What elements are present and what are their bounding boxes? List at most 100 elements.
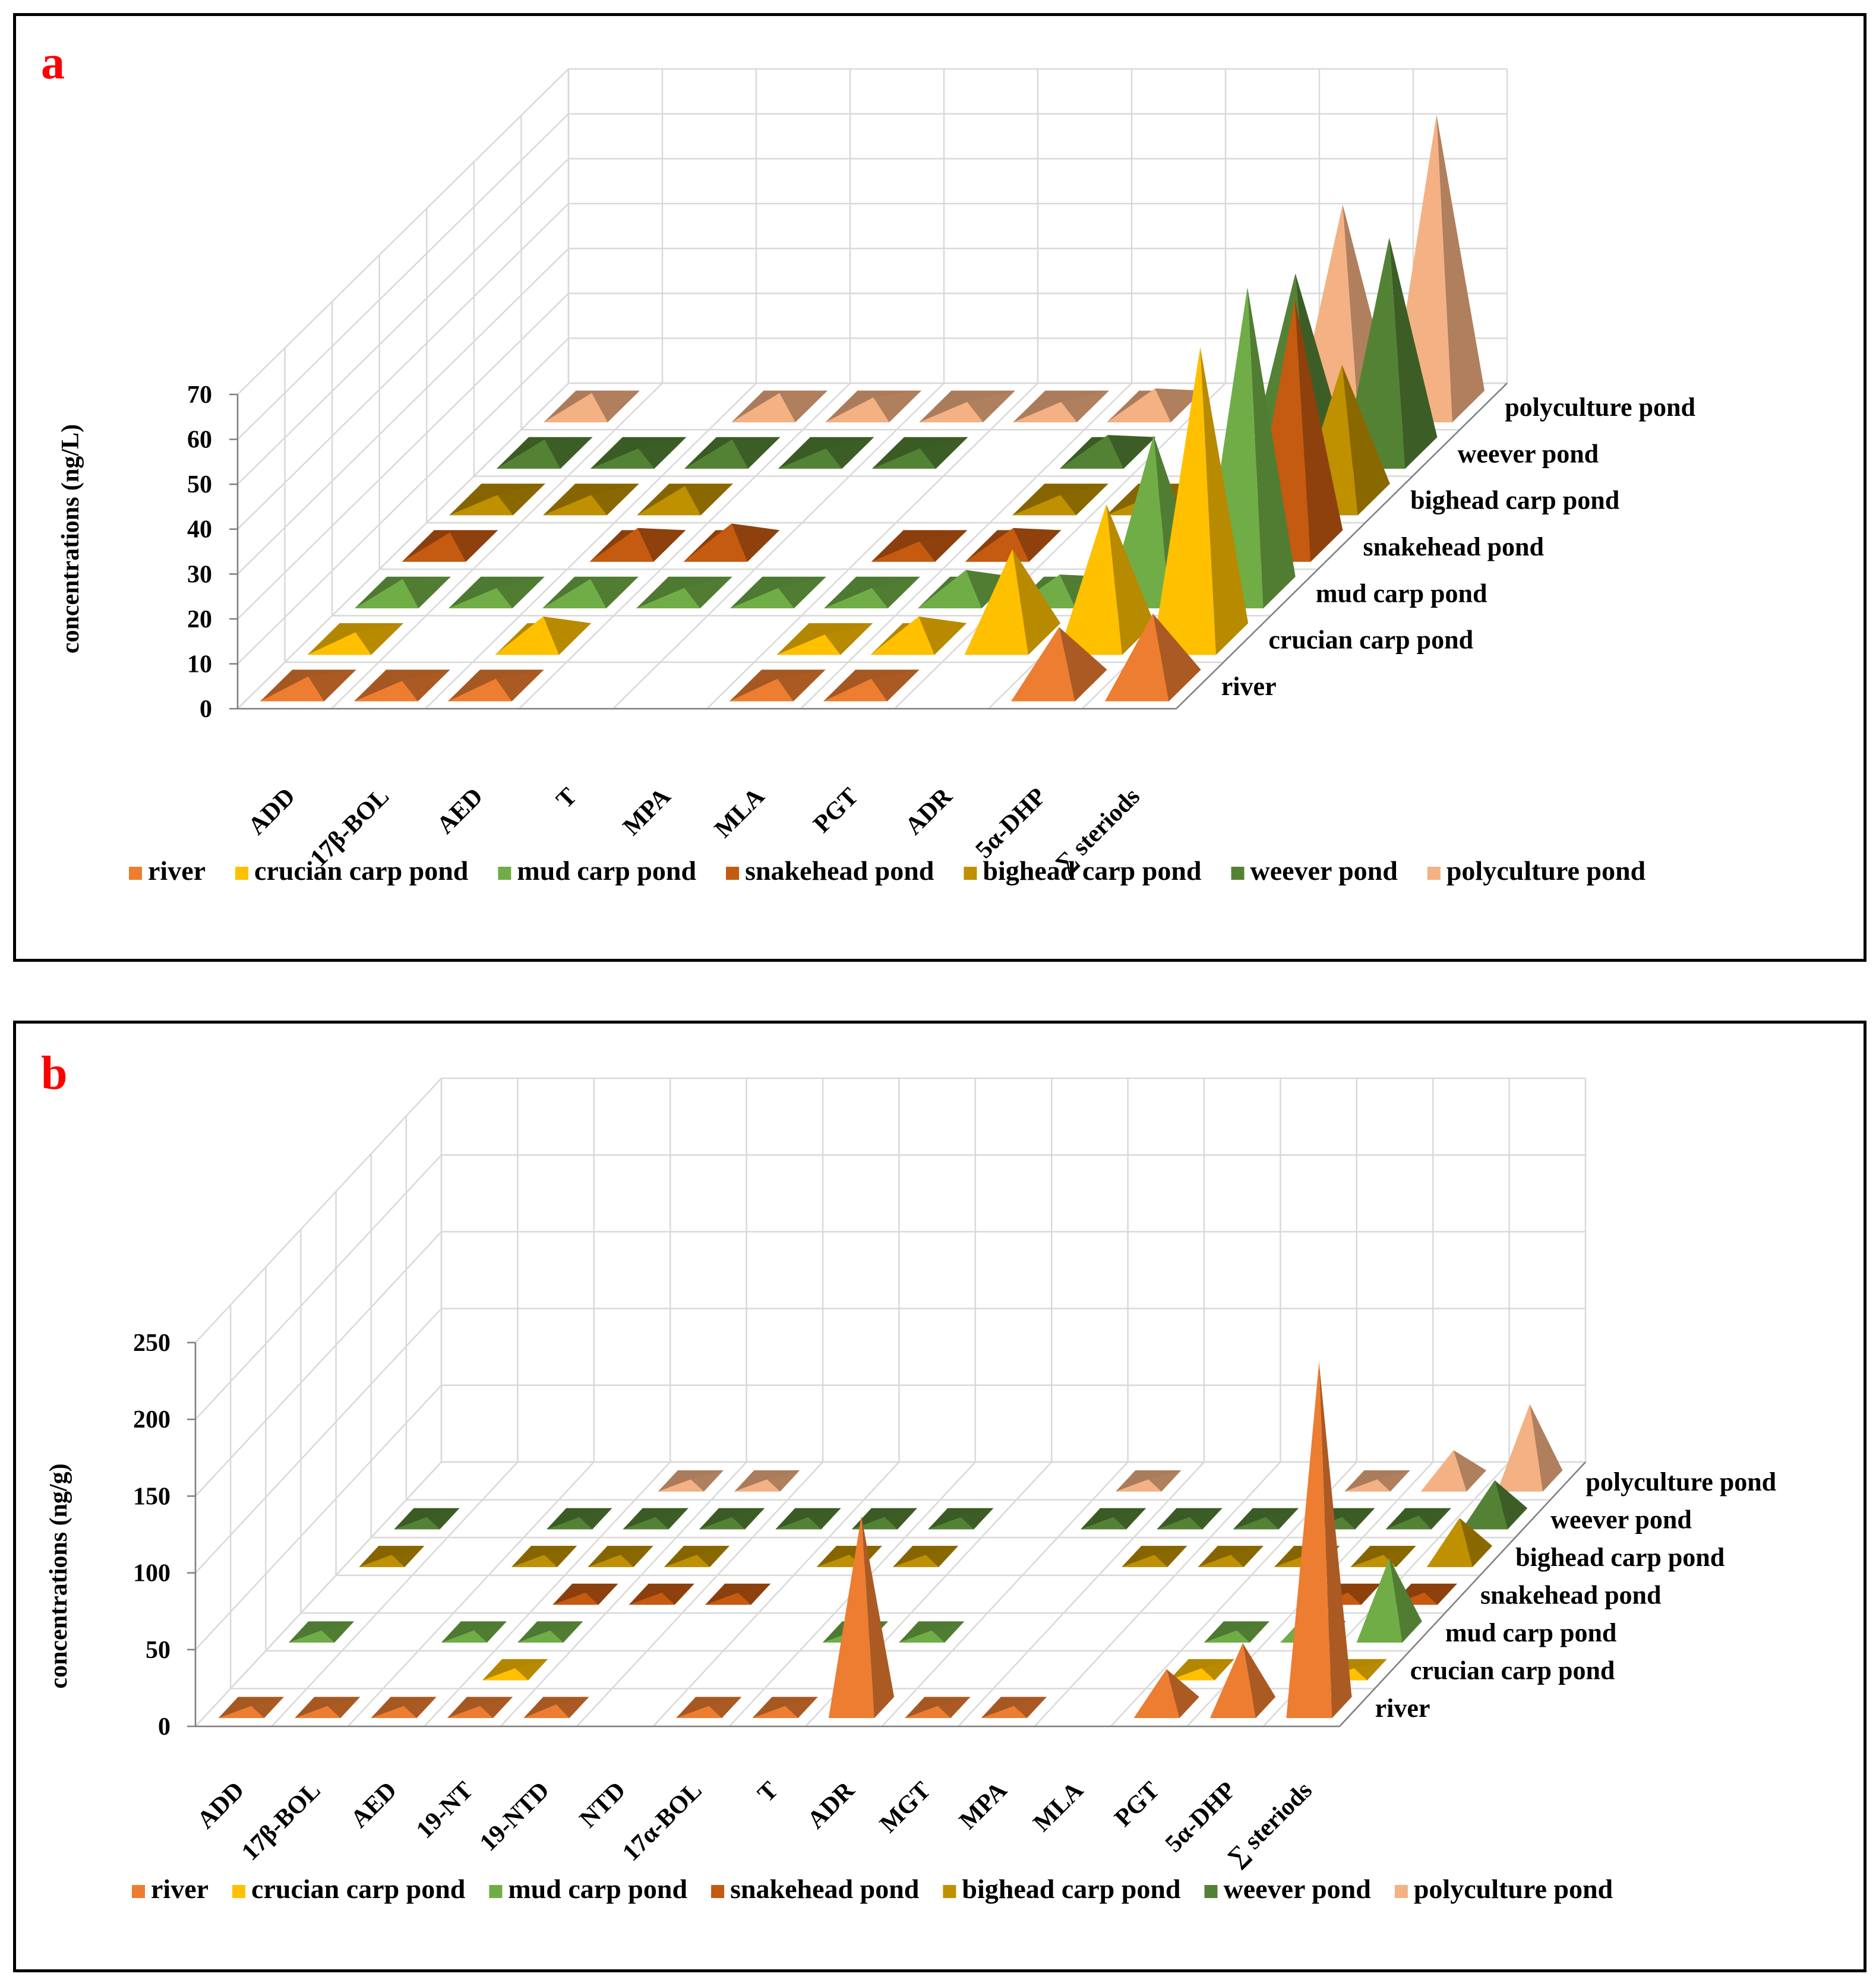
pyramid-polyculture-pond-t (825, 390, 921, 422)
pyramid-weever-pond-steriods (1462, 1480, 1528, 1530)
pyramid-polyculture-pond-19-ntd (734, 1470, 800, 1492)
pyramid-bighead-carp-pond-19-ntd (664, 1546, 729, 1567)
floor-gridline (881, 1461, 1129, 1727)
x-tick-label: 5α-DHP (971, 783, 1052, 864)
pyramid-side-face (873, 390, 921, 422)
pyramid-river-5-dhp (1011, 627, 1107, 702)
pyramid-front-face (734, 1479, 781, 1492)
pyramid-front-face (778, 448, 842, 469)
pyramid-front-face (552, 1592, 599, 1605)
pyramid-side-face (871, 670, 920, 702)
floor-gridline (425, 383, 757, 709)
pyramid-front-face (1157, 1517, 1203, 1530)
pyramid-weever-pond-mgt (1081, 1508, 1147, 1530)
pyramid-front-face (1013, 402, 1077, 422)
depth-tick-label: crucian carp pond (1268, 626, 1473, 655)
pyramid-side-face (308, 670, 356, 702)
x-tick-label: ADR (803, 1776, 860, 1834)
pyramid-side-face (871, 576, 920, 608)
x-tick-label: 19-NT (411, 1777, 478, 1844)
panel-label: a (41, 37, 65, 89)
pyramid-side-face (825, 623, 873, 655)
legend-label: polyculture pond (1414, 1874, 1613, 1904)
pyramid-front-face (899, 1630, 945, 1643)
pyramid-side-face (1201, 1659, 1234, 1681)
floor-gridline (1034, 1461, 1281, 1727)
pyramid-side-face (402, 670, 450, 702)
pyramid-front-face (623, 1517, 669, 1530)
x-tick-label: T (551, 783, 582, 814)
pyramid-front-face (752, 1706, 798, 1718)
pyramid-side-face (826, 437, 874, 469)
pyramid-polyculture-pond-pgt (1107, 388, 1203, 422)
y-tick-label: 100 (133, 1560, 170, 1587)
legend-item-crucian-carp-pond: crucian carp pond (232, 1874, 466, 1904)
floor-gridline (800, 383, 1132, 709)
pyramid-front-face (699, 1517, 745, 1530)
legend-label: river (151, 1874, 209, 1904)
pyramid-side-face (655, 1508, 689, 1530)
pyramid-front-face (1107, 388, 1171, 422)
pyramid-river-5-dhp (1209, 1643, 1276, 1718)
legend-label: crucian carp pond (251, 1874, 466, 1904)
pyramid-side-face (427, 1508, 460, 1530)
pyramid-river-steriods (1286, 1362, 1352, 1718)
pyramid-weever-pond-aed (547, 1508, 612, 1530)
pyramid-front-face (1497, 1404, 1543, 1492)
y-tick-label: 60 (187, 427, 212, 454)
pyramid-mud-carp-pond-adr (899, 1621, 965, 1643)
pyramid-bighead-carp-pond-mla (1198, 1546, 1264, 1567)
x-tick-label: MPA (618, 782, 676, 841)
pyramid-side-face (926, 1546, 959, 1567)
pyramid-mud-carp-pond-aed (441, 1621, 507, 1643)
pyramid-mud-carp-pond-t (636, 576, 732, 608)
legend-item-snakehead-pond: snakehead pond (726, 855, 934, 886)
pyramid-side-face (591, 484, 639, 516)
pyramid-front-face (871, 448, 936, 469)
pyramid-mud-carp-pond-steriods (1356, 1558, 1422, 1643)
pyramid-crucian-carp-pond-pgt (870, 616, 967, 655)
pyramid-side-face (1389, 1558, 1422, 1643)
pyramid-side-face (1348, 1583, 1381, 1605)
pyramid-front-face (629, 1592, 675, 1605)
depth-tick-label: snakehead pond (1363, 532, 1544, 561)
pyramid-front-face (905, 1706, 951, 1718)
pyramid-side-face (1495, 1480, 1528, 1530)
depth-tick-label: snakehead pond (1480, 1581, 1661, 1610)
pyramid-side-face (1530, 1404, 1563, 1492)
y-tick-label: 0 (158, 1713, 170, 1741)
legend-swatch (1204, 1885, 1218, 1898)
floor-gridline (271, 1461, 519, 1727)
y-tick-label: 0 (200, 696, 212, 723)
pyramid-front-face (289, 1630, 334, 1643)
legend-label: polyculture pond (1447, 855, 1646, 886)
pyramid-snakehead-pond-add (402, 530, 498, 562)
pyramid-mud-carp-pond-mla (824, 576, 920, 608)
pyramid-front-face (523, 1704, 570, 1718)
x-tick-label: 19-NTD (475, 1777, 555, 1857)
pyramid-side-face (355, 623, 404, 655)
pyramid-crucian-carp-pond-pgt (1168, 1659, 1234, 1681)
pyramid-polyculture-pond-steriods (1497, 1404, 1563, 1492)
legend-item-bighead-carp-pond: bighead carp pond (943, 1874, 1181, 1904)
pyramid-side-face (937, 1697, 971, 1718)
pyramid-mud-carp-pond-aed (542, 576, 639, 608)
pyramid-front-face (1209, 1643, 1256, 1718)
pyramid-river-add (218, 1697, 284, 1718)
pyramid-front-face (402, 532, 466, 562)
floor-gridline (612, 383, 945, 709)
pyramid-side-face (1294, 299, 1343, 562)
pyramid-river-pgt (1133, 1669, 1199, 1718)
x-tick-label: ADD (243, 783, 301, 841)
floor-gridline (894, 383, 1226, 709)
pyramid-river-mla (729, 670, 826, 702)
pyramid-side-face (579, 1508, 612, 1530)
pyramid-side-face (473, 1621, 507, 1643)
pyramid-polyculture-pond-19-nt (658, 1470, 724, 1492)
pyramid-front-face (218, 1706, 264, 1718)
floor-gridline (652, 1461, 900, 1727)
floor-gridline (500, 1461, 747, 1727)
pyramid-polyculture-pond-add (544, 390, 640, 422)
pyramid-river-19-nt (447, 1697, 513, 1718)
legend-label: bighead carp pond (962, 1874, 1181, 1904)
